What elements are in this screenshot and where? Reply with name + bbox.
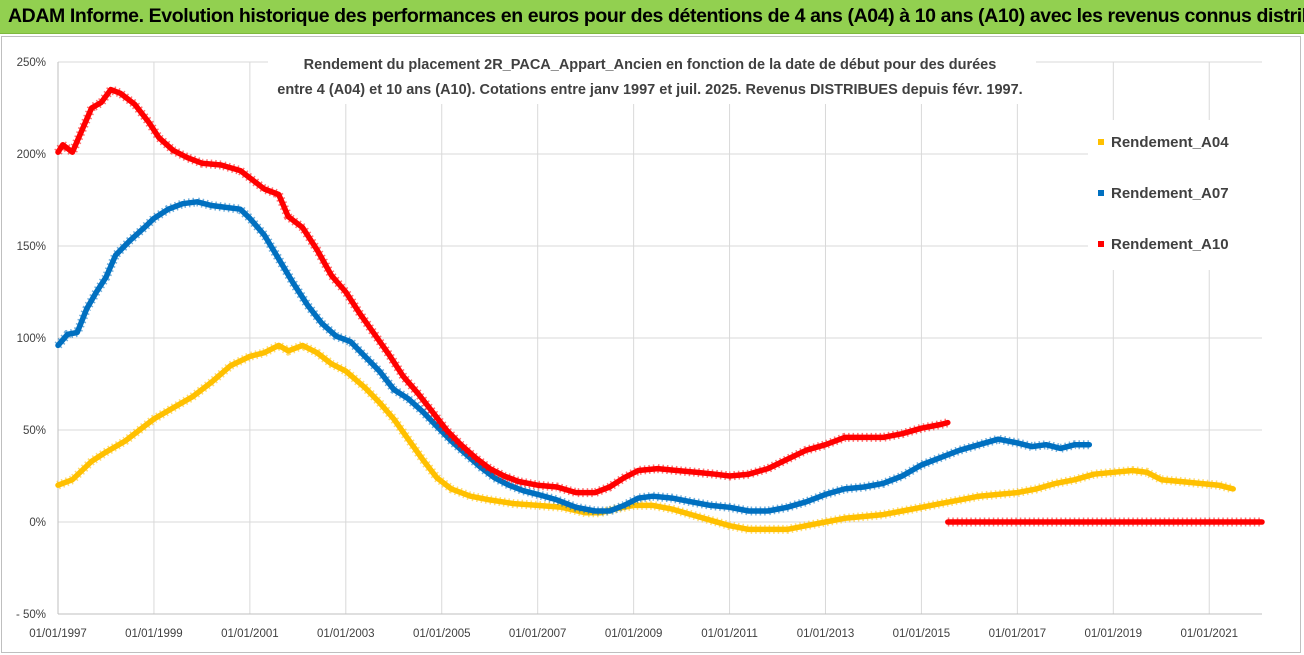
page-title: ADAM Informe. Evolution historique des p… (8, 5, 1304, 27)
legend: Rendement_A04 Rendement_A07 Rendement_A10 (1098, 134, 1229, 253)
legend-rendement-a07-label: Rendement_A07 (1111, 185, 1229, 202)
series-rendement-a07-line (55, 199, 1093, 514)
series-rendement-a04-line (55, 342, 1236, 533)
legend-rendement-a10-label: Rendement_A10 (1111, 236, 1229, 253)
y-tick-label: 100% (17, 333, 46, 345)
x-tick-label: 01/01/2019 (1085, 628, 1143, 640)
y-tick-label: - 50% (16, 609, 46, 621)
series-rendement-a04-line-markers (56, 340, 1235, 534)
subtitle-background (268, 48, 1036, 104)
x-tick-label: 01/01/2013 (797, 628, 855, 640)
series-rendement-a10-line (55, 86, 951, 496)
x-tick-label: 01/01/1999 (125, 628, 183, 640)
chart-subtitle-line-1: Rendement du placement 2R_PACA_Appart_An… (304, 57, 997, 73)
x-tick-label: 01/01/2011 (701, 628, 758, 640)
series-rendement-a07-line-markers (54, 197, 1090, 516)
y-tick-label: 150% (17, 241, 46, 253)
x-tick-label: 01/01/2017 (989, 628, 1047, 640)
x-tick-label: 01/01/2005 (413, 628, 471, 640)
x-tick-labels: 01/01/1997 01/01/1999 01/01/2001 01/01/2003… (29, 628, 1238, 640)
legend-rendement-a07-marker (1098, 190, 1104, 196)
x-tick-label: 01/01/2007 (509, 628, 567, 640)
y-tick-label: 250% (17, 57, 46, 69)
x-tick-label: 01/01/2015 (893, 628, 951, 640)
legend-rendement-a10-marker (1098, 241, 1104, 247)
legend-background (1088, 120, 1264, 270)
chart-subtitle-line-2: entre 4 (A04) et 10 ans (A10). Cotations… (277, 82, 1022, 98)
legend-rendement-a04-label: Rendement_A04 (1111, 134, 1229, 151)
y-tick-labels: 250% 200% 150% 100% 50% 0% - 50% (16, 57, 46, 621)
y-tick-label: 50% (23, 425, 46, 437)
chart-frame (1, 36, 1301, 653)
grid-lines (57, 61, 1262, 615)
x-tick-label: 01/01/2003 (317, 628, 375, 640)
y-tick-label: 0% (29, 517, 46, 529)
data-series (54, 84, 1265, 534)
legend-rendement-a04-marker (1098, 139, 1104, 145)
x-tick-label: 01/01/2021 (1180, 628, 1238, 640)
series-rendement-a10-line-markers (54, 84, 949, 498)
x-tick-label: 01/01/2001 (221, 628, 279, 640)
y-tick-label: 200% (17, 149, 46, 161)
x-tick-label: 01/01/2009 (605, 628, 663, 640)
header-banner: ADAM Informe. Evolution historique des p… (0, 0, 1304, 34)
x-tick-label: 01/01/1997 (29, 628, 87, 640)
